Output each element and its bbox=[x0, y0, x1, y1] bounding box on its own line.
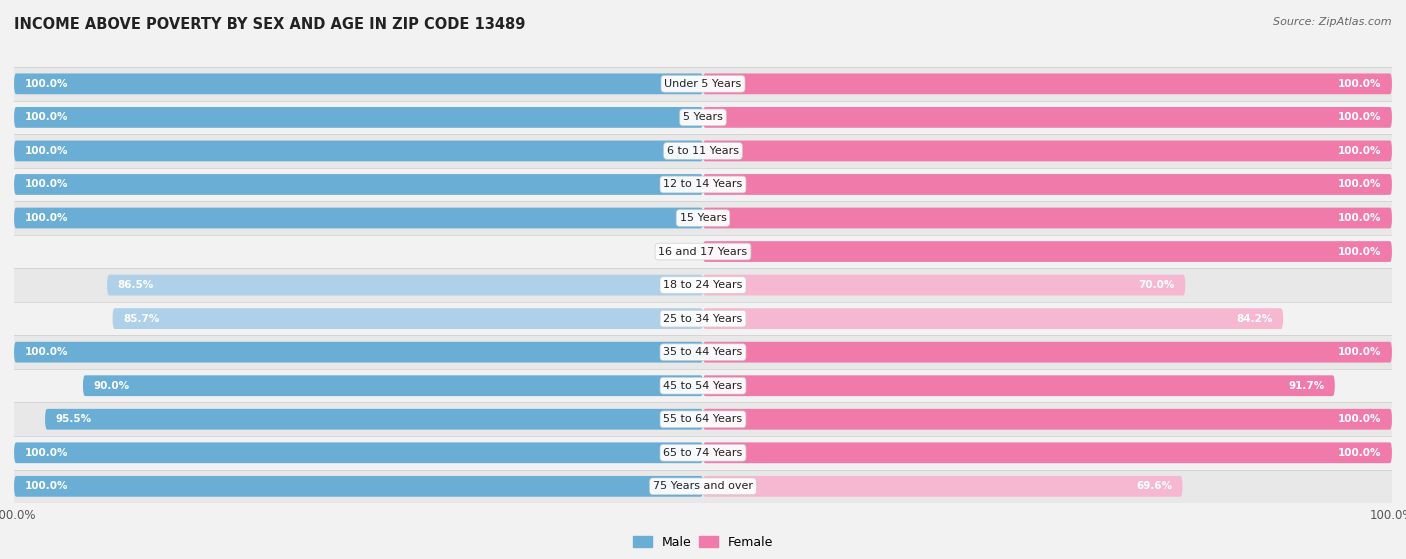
FancyBboxPatch shape bbox=[703, 140, 1392, 162]
FancyBboxPatch shape bbox=[703, 442, 1392, 463]
Text: 0.0%: 0.0% bbox=[666, 247, 693, 257]
FancyBboxPatch shape bbox=[107, 274, 703, 296]
FancyBboxPatch shape bbox=[703, 476, 1182, 497]
FancyBboxPatch shape bbox=[703, 308, 1284, 329]
FancyBboxPatch shape bbox=[14, 73, 703, 94]
Text: 45 to 54 Years: 45 to 54 Years bbox=[664, 381, 742, 391]
FancyBboxPatch shape bbox=[14, 207, 703, 229]
Text: 5 Years: 5 Years bbox=[683, 112, 723, 122]
Text: 15 Years: 15 Years bbox=[679, 213, 727, 223]
Text: 100.0%: 100.0% bbox=[1339, 112, 1382, 122]
Text: 100.0%: 100.0% bbox=[1339, 414, 1382, 424]
Bar bbox=[14, 134, 1392, 168]
FancyBboxPatch shape bbox=[703, 207, 1392, 229]
FancyBboxPatch shape bbox=[14, 342, 703, 363]
Bar bbox=[14, 402, 1392, 436]
Text: 100.0%: 100.0% bbox=[24, 146, 67, 156]
FancyBboxPatch shape bbox=[14, 174, 703, 195]
FancyBboxPatch shape bbox=[703, 174, 1392, 195]
Text: 100.0%: 100.0% bbox=[1339, 213, 1382, 223]
FancyBboxPatch shape bbox=[14, 140, 703, 162]
FancyBboxPatch shape bbox=[45, 409, 703, 430]
FancyBboxPatch shape bbox=[14, 442, 703, 463]
Bar bbox=[14, 470, 1392, 503]
Text: 69.6%: 69.6% bbox=[1136, 481, 1173, 491]
Text: 100.0%: 100.0% bbox=[1339, 179, 1382, 190]
FancyBboxPatch shape bbox=[703, 107, 1392, 128]
Text: 100.0%: 100.0% bbox=[24, 448, 67, 458]
Text: INCOME ABOVE POVERTY BY SEX AND AGE IN ZIP CODE 13489: INCOME ABOVE POVERTY BY SEX AND AGE IN Z… bbox=[14, 17, 526, 32]
Text: 55 to 64 Years: 55 to 64 Years bbox=[664, 414, 742, 424]
Text: 100.0%: 100.0% bbox=[1339, 247, 1382, 257]
Bar bbox=[14, 268, 1392, 302]
Text: 86.5%: 86.5% bbox=[117, 280, 153, 290]
Text: 35 to 44 Years: 35 to 44 Years bbox=[664, 347, 742, 357]
Bar bbox=[14, 369, 1392, 402]
Text: 90.0%: 90.0% bbox=[93, 381, 129, 391]
Text: 100.0%: 100.0% bbox=[1339, 79, 1382, 89]
Legend: Male, Female: Male, Female bbox=[628, 530, 778, 553]
Text: 16 and 17 Years: 16 and 17 Years bbox=[658, 247, 748, 257]
Bar bbox=[14, 302, 1392, 335]
Text: 100.0%: 100.0% bbox=[24, 112, 67, 122]
Bar bbox=[14, 67, 1392, 101]
Text: 70.0%: 70.0% bbox=[1139, 280, 1175, 290]
Text: 75 Years and over: 75 Years and over bbox=[652, 481, 754, 491]
Text: 100.0%: 100.0% bbox=[24, 79, 67, 89]
Text: 100.0%: 100.0% bbox=[1339, 448, 1382, 458]
Bar bbox=[14, 201, 1392, 235]
FancyBboxPatch shape bbox=[703, 342, 1392, 363]
FancyBboxPatch shape bbox=[83, 375, 703, 396]
FancyBboxPatch shape bbox=[703, 241, 1392, 262]
Text: 91.7%: 91.7% bbox=[1288, 381, 1324, 391]
Text: Source: ZipAtlas.com: Source: ZipAtlas.com bbox=[1274, 17, 1392, 27]
Text: 100.0%: 100.0% bbox=[24, 347, 67, 357]
FancyBboxPatch shape bbox=[703, 409, 1392, 430]
Text: 100.0%: 100.0% bbox=[1339, 347, 1382, 357]
Text: 100.0%: 100.0% bbox=[24, 213, 67, 223]
FancyBboxPatch shape bbox=[703, 274, 1185, 296]
Bar bbox=[14, 436, 1392, 470]
FancyBboxPatch shape bbox=[14, 476, 703, 497]
Bar bbox=[14, 101, 1392, 134]
Text: 95.5%: 95.5% bbox=[55, 414, 91, 424]
Bar bbox=[14, 335, 1392, 369]
Text: 65 to 74 Years: 65 to 74 Years bbox=[664, 448, 742, 458]
FancyBboxPatch shape bbox=[703, 375, 1334, 396]
Text: 12 to 14 Years: 12 to 14 Years bbox=[664, 179, 742, 190]
Text: 6 to 11 Years: 6 to 11 Years bbox=[666, 146, 740, 156]
Text: 18 to 24 Years: 18 to 24 Years bbox=[664, 280, 742, 290]
Text: 85.7%: 85.7% bbox=[122, 314, 159, 324]
FancyBboxPatch shape bbox=[703, 73, 1392, 94]
Text: 100.0%: 100.0% bbox=[1339, 146, 1382, 156]
Text: 100.0%: 100.0% bbox=[24, 179, 67, 190]
Text: 25 to 34 Years: 25 to 34 Years bbox=[664, 314, 742, 324]
Text: Under 5 Years: Under 5 Years bbox=[665, 79, 741, 89]
FancyBboxPatch shape bbox=[14, 107, 703, 128]
Text: 100.0%: 100.0% bbox=[24, 481, 67, 491]
Bar bbox=[14, 168, 1392, 201]
Bar bbox=[14, 235, 1392, 268]
Text: 84.2%: 84.2% bbox=[1236, 314, 1272, 324]
FancyBboxPatch shape bbox=[112, 308, 703, 329]
